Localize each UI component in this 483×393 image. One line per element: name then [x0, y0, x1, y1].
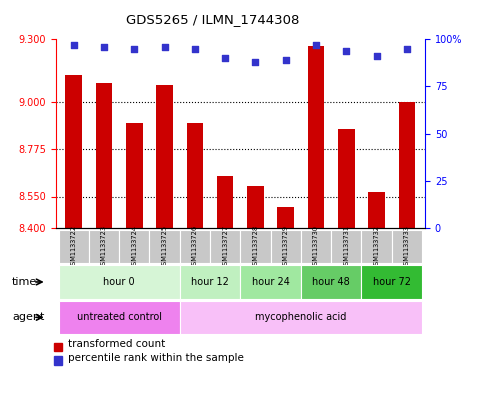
Bar	[96, 83, 113, 228]
Point	[191, 46, 199, 52]
Text: GSM1133729: GSM1133729	[283, 225, 289, 268]
Bar	[65, 75, 82, 228]
Bar	[398, 102, 415, 228]
Point	[342, 48, 350, 54]
Bar	[241, 265, 301, 299]
Bar	[180, 301, 422, 334]
Bar	[301, 265, 361, 299]
Bar	[89, 230, 119, 263]
Bar	[119, 230, 149, 263]
Bar	[58, 265, 180, 299]
Point	[373, 53, 381, 59]
Text: hour 48: hour 48	[313, 277, 350, 287]
Bar	[210, 230, 241, 263]
Text: GSM1133730: GSM1133730	[313, 225, 319, 268]
Text: percentile rank within the sample: percentile rank within the sample	[68, 353, 243, 363]
Bar	[55, 356, 62, 365]
Bar	[149, 230, 180, 263]
Text: hour 12: hour 12	[191, 277, 229, 287]
Bar	[58, 301, 180, 334]
Text: GSM1133732: GSM1133732	[373, 225, 380, 268]
Text: agent: agent	[12, 312, 44, 322]
Bar	[270, 230, 301, 263]
Bar	[186, 123, 203, 228]
Bar	[338, 129, 355, 228]
Text: GSM1133727: GSM1133727	[222, 224, 228, 269]
Bar	[241, 230, 270, 263]
Text: mycophenolic acid: mycophenolic acid	[255, 312, 347, 322]
Text: GSM1133722: GSM1133722	[71, 224, 77, 269]
Bar	[368, 192, 385, 228]
Bar	[217, 176, 233, 228]
Text: GSM1133723: GSM1133723	[101, 225, 107, 268]
Bar	[277, 207, 294, 228]
Bar	[126, 123, 142, 228]
Bar	[331, 230, 361, 263]
Point	[282, 57, 290, 63]
Text: untreated control: untreated control	[77, 312, 162, 322]
Text: transformed count: transformed count	[68, 339, 165, 349]
Bar	[55, 343, 62, 351]
Bar	[180, 265, 241, 299]
Text: GSM1133725: GSM1133725	[162, 224, 168, 269]
Text: time: time	[12, 277, 37, 287]
Bar	[247, 186, 264, 228]
Text: hour 72: hour 72	[373, 277, 411, 287]
Bar	[156, 85, 173, 228]
Text: hour 24: hour 24	[252, 277, 289, 287]
Bar	[180, 230, 210, 263]
Bar	[308, 46, 325, 228]
Point	[161, 44, 169, 50]
Point	[221, 55, 229, 61]
Text: GSM1133731: GSM1133731	[343, 225, 349, 268]
Bar	[361, 230, 392, 263]
Point	[252, 59, 259, 65]
Text: GSM1133724: GSM1133724	[131, 224, 137, 269]
Point	[100, 44, 108, 50]
Bar	[58, 230, 89, 263]
Point	[130, 46, 138, 52]
Bar	[392, 230, 422, 263]
Bar	[361, 265, 422, 299]
Text: GSM1133726: GSM1133726	[192, 224, 198, 269]
Text: GSM1133733: GSM1133733	[404, 225, 410, 268]
Text: GDS5265 / ILMN_1744308: GDS5265 / ILMN_1744308	[126, 13, 299, 26]
Bar	[301, 230, 331, 263]
Point	[403, 46, 411, 52]
Point	[312, 42, 320, 48]
Text: hour 0: hour 0	[103, 277, 135, 287]
Point	[70, 42, 78, 48]
Text: GSM1133728: GSM1133728	[253, 224, 258, 269]
